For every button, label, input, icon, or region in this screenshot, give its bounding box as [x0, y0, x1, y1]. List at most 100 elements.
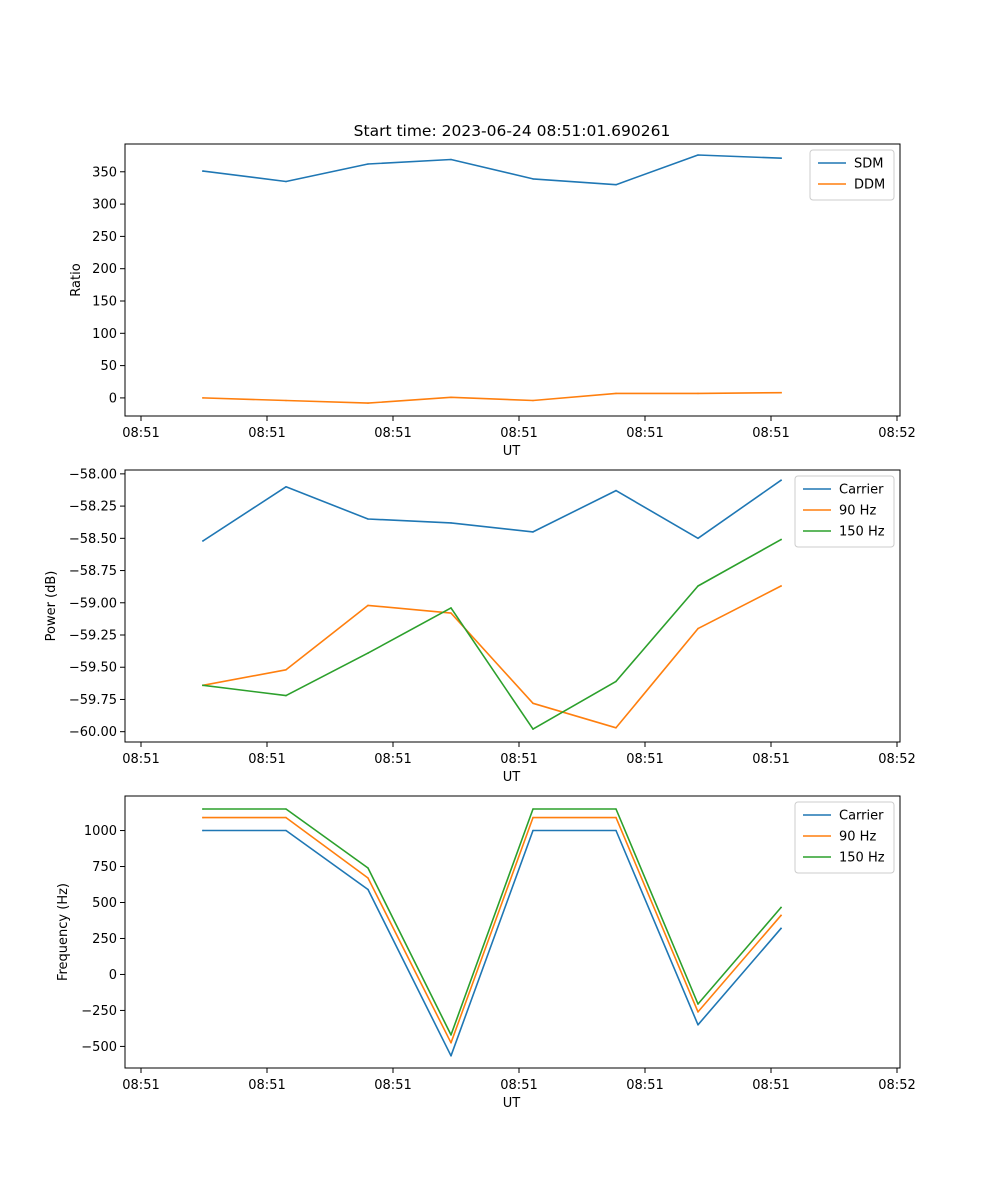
- y-tick-label: 500: [92, 896, 117, 911]
- data-point: [285, 816, 287, 819]
- y-tick-label: 200: [92, 262, 117, 277]
- data-point: [285, 180, 287, 183]
- data-point: [367, 652, 369, 654]
- y-tick-label: −59.25: [69, 629, 117, 644]
- data-point: [615, 816, 617, 819]
- legend-entry: Carrier: [839, 483, 884, 498]
- data-point: [367, 518, 369, 520]
- x-tick-label: 08:51: [752, 1078, 789, 1093]
- x-tick-label: 08:52: [878, 1078, 915, 1093]
- y-axis-label: Frequency (Hz): [56, 883, 71, 981]
- legend-entry: 90 Hz: [839, 504, 876, 519]
- legend-entry: DDM: [854, 178, 885, 193]
- data-point: [450, 612, 452, 614]
- data-point: [780, 479, 782, 482]
- data-point: [780, 157, 782, 159]
- legend-entry: Carrier: [839, 809, 884, 824]
- data-point: [367, 867, 369, 869]
- y-tick-label: −58.25: [69, 500, 117, 515]
- data-point: [697, 392, 699, 395]
- data-point: [450, 1042, 452, 1044]
- data-point: [615, 489, 617, 492]
- data-point: [367, 163, 369, 165]
- data-point: [367, 877, 369, 879]
- y-tick-label: −58.50: [69, 532, 117, 547]
- x-tick-label: 08:51: [248, 1078, 285, 1093]
- data-point: [697, 1024, 699, 1026]
- data-point: [202, 540, 204, 542]
- y-tick-label: 100: [92, 327, 117, 342]
- series-line-150-hz: [202, 808, 783, 1036]
- data-point: [780, 927, 782, 930]
- y-tick-label: −58.00: [69, 467, 117, 482]
- y-axis-label: Power (dB): [44, 571, 59, 642]
- data-point: [780, 538, 782, 541]
- series-line-carrier: [202, 829, 783, 1057]
- data-point: [615, 183, 617, 186]
- data-point: [202, 684, 204, 687]
- x-tick-label: 08:51: [626, 426, 663, 441]
- x-axis-label: UT: [503, 1096, 521, 1111]
- data-point: [615, 392, 617, 395]
- data-point: [780, 391, 782, 394]
- x-tick-label: 08:51: [500, 426, 537, 441]
- data-point: [780, 914, 782, 917]
- data-point: [615, 727, 617, 729]
- data-point: [697, 1003, 699, 1005]
- figure-title: Start time: 2023-06-24 08:51:01.690261: [354, 122, 671, 140]
- x-axis-label: UT: [503, 770, 521, 785]
- y-tick-label: 150: [92, 294, 117, 309]
- data-point: [532, 829, 534, 832]
- series-line-90-hz: [202, 816, 783, 1044]
- series-line-carrier: [201, 479, 783, 543]
- data-point: [780, 906, 782, 909]
- y-tick-label: 350: [92, 165, 117, 180]
- x-tick-label: 08:51: [500, 752, 537, 767]
- data-point: [202, 170, 204, 172]
- data-point: [780, 585, 782, 587]
- y-tick-label: −59.50: [69, 661, 117, 676]
- data-point: [202, 808, 204, 810]
- x-tick-label: 08:51: [626, 1078, 663, 1093]
- y-axis-label: Ratio: [69, 263, 84, 296]
- data-point: [532, 531, 534, 533]
- data-point: [697, 585, 699, 587]
- data-point: [697, 537, 699, 540]
- subplot-2: 08:51 08:51 08:51 08:51 08:51 08:51 08:52 −60.0…: [44, 467, 916, 785]
- x-axis-label: UT: [503, 444, 521, 459]
- data-point: [202, 829, 204, 832]
- y-tick-label: −58.75: [69, 564, 117, 579]
- x-tick-label: 08:51: [500, 1078, 537, 1093]
- data-point: [450, 1034, 452, 1036]
- series-line-ddm: [202, 391, 782, 404]
- data-point: [532, 178, 534, 180]
- data-point: [615, 808, 617, 810]
- y-tick-label: 0: [109, 391, 117, 406]
- subplot-3: 08:51 08:51 08:51 08:51 08:51 08:51 08:52 −500 −…: [56, 795, 916, 1111]
- x-tick-label: 08:51: [122, 752, 159, 767]
- y-tick-label: −60.00: [69, 725, 117, 740]
- data-point: [532, 816, 534, 819]
- data-point: [202, 816, 204, 819]
- legend-box: [794, 801, 895, 874]
- y-tick-label: 0: [109, 968, 117, 983]
- legend: SDM DDM: [809, 149, 895, 201]
- data-point: [532, 728, 534, 730]
- legend-entry: SDM: [854, 157, 883, 172]
- data-point: [285, 486, 287, 488]
- y-tick-label: 750: [92, 860, 117, 875]
- x-tick-label: 08:52: [878, 426, 915, 441]
- x-tick-label: 08:51: [626, 752, 663, 767]
- data-point: [697, 154, 699, 156]
- series-line-90-hz: [202, 584, 783, 729]
- legend-box: [794, 475, 895, 548]
- data-point: [285, 694, 287, 697]
- series-line-sdm: [202, 154, 782, 186]
- data-point: [367, 888, 369, 891]
- legend-entry: 150 Hz: [839, 525, 885, 540]
- axes-frame: [124, 469, 901, 743]
- legend: Carrier 90 Hz 150 Hz: [794, 801, 895, 874]
- data-point: [615, 680, 617, 683]
- legend: Carrier 90 Hz 150 Hz: [794, 475, 895, 548]
- y-tick-label: −59.75: [69, 693, 117, 708]
